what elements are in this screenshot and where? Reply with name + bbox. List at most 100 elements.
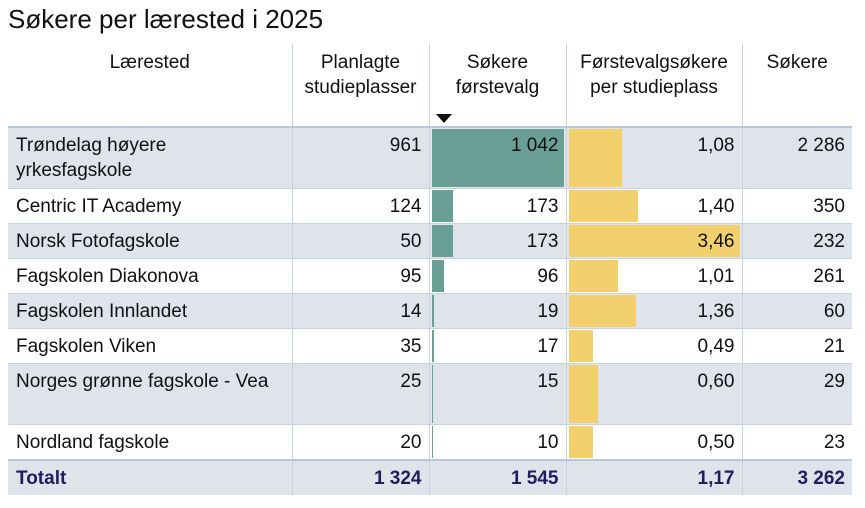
cell-laerested-text: Norges grønne fagskole - Vea bbox=[16, 371, 269, 392]
header-planned[interactable]: Planlagte studieplasser bbox=[291, 44, 429, 127]
cell-ratio-text: 1,08 bbox=[697, 135, 735, 156]
cell-laerested: Norsk Fotofagskole bbox=[8, 223, 292, 259]
header-applicants[interactable]: Søkere bbox=[741, 44, 852, 127]
cell-applicants: 2 286 bbox=[741, 126, 852, 189]
sort-descending-icon[interactable] bbox=[435, 114, 452, 123]
cell-applicants: 350 bbox=[741, 188, 852, 224]
cell-laerested-text: Norsk Fotofagskole bbox=[16, 231, 180, 252]
cell-planned: 35 bbox=[291, 328, 429, 364]
cell-planned-text: 25 bbox=[400, 371, 422, 392]
cell-applicants: 21 bbox=[741, 328, 852, 364]
ratio-data-bar bbox=[568, 365, 599, 423]
cell-applicants-text: 21 bbox=[823, 336, 845, 357]
cell-applicants-text: 261 bbox=[813, 266, 845, 287]
cell-first-choice: 17 bbox=[428, 328, 566, 364]
cell-applicants: 261 bbox=[741, 258, 852, 294]
cell-ratio: 0,60 bbox=[565, 363, 742, 425]
cell-applicants-text: 350 bbox=[813, 196, 845, 217]
total-row: Totalt 1 324 1 545 1,17 3 262 bbox=[8, 459, 852, 495]
cell-ratio-text: 1,40 bbox=[697, 196, 735, 217]
cell-laerested-text: Fagskolen Diakonova bbox=[16, 266, 199, 287]
first-choice-data-bar bbox=[431, 260, 444, 292]
table-row: Centric IT Academy 124 173 1,40 350 bbox=[8, 188, 852, 224]
cell-planned-text: 961 bbox=[389, 135, 422, 156]
first-choice-data-bar bbox=[431, 330, 434, 362]
cell-ratio: 1,08 bbox=[565, 126, 742, 189]
cell-first-choice-text: 1 042 bbox=[510, 135, 559, 156]
cell-ratio-text: 1,01 bbox=[697, 266, 735, 287]
cell-ratio: 1,36 bbox=[565, 293, 742, 329]
cell-applicants: 29 bbox=[741, 363, 852, 425]
cell-planned-text: 20 bbox=[400, 432, 422, 453]
cell-laerested-text: Fagskolen Innlandet bbox=[16, 301, 188, 322]
table-row: Trøndelag høyere yrkesfagskole 961 1 042 1,… bbox=[8, 126, 852, 189]
cell-first-choice-text: 173 bbox=[526, 196, 559, 217]
cell-ratio-text: 0,49 bbox=[697, 336, 735, 357]
first-choice-data-bar bbox=[431, 426, 433, 458]
cell-planned: 124 bbox=[291, 188, 429, 224]
cell-ratio-text: 3,46 bbox=[697, 231, 735, 252]
total-label: Totalt bbox=[8, 459, 292, 495]
cell-applicants: 60 bbox=[741, 293, 852, 329]
cell-first-choice-text: 96 bbox=[537, 266, 559, 287]
cell-planned: 25 bbox=[291, 363, 429, 425]
first-choice-data-bar bbox=[431, 365, 434, 423]
cell-ratio: 1,40 bbox=[565, 188, 742, 224]
ratio-data-bar bbox=[568, 225, 740, 257]
cell-ratio-text: 1,36 bbox=[697, 301, 735, 322]
header-ratio[interactable]: Førstevalgsøkere per studieplass bbox=[565, 44, 742, 127]
ratio-data-bar bbox=[568, 426, 594, 458]
cell-first-choice: 173 bbox=[428, 223, 566, 259]
header-laerested[interactable]: Lærested bbox=[109, 52, 190, 73]
cell-planned-text: 14 bbox=[400, 301, 422, 322]
first-choice-data-bar bbox=[431, 190, 454, 222]
cell-applicants-text: 232 bbox=[813, 231, 845, 252]
table-row: Fagskolen Viken 35 17 0,49 21 bbox=[8, 328, 852, 364]
cell-planned-text: 35 bbox=[400, 336, 422, 357]
first-choice-data-bar bbox=[431, 129, 564, 187]
cell-planned: 961 bbox=[291, 126, 429, 189]
cell-first-choice: 96 bbox=[428, 258, 566, 294]
cell-applicants-text: 60 bbox=[823, 301, 845, 322]
first-choice-data-bar bbox=[431, 225, 454, 257]
cell-applicants-text: 2 286 bbox=[797, 135, 845, 156]
cell-laerested-text: Nordland fagskole bbox=[16, 432, 170, 453]
cell-ratio-text: 0,60 bbox=[697, 371, 735, 392]
cell-laerested: Trøndelag høyere yrkesfagskole bbox=[8, 126, 292, 189]
cell-planned: 95 bbox=[291, 258, 429, 294]
cell-applicants-text: 29 bbox=[823, 371, 845, 392]
cell-laerested: Fagskolen Innlandet bbox=[8, 293, 292, 329]
cell-first-choice: 173 bbox=[428, 188, 566, 224]
ratio-data-bar bbox=[568, 330, 593, 362]
cell-applicants: 232 bbox=[741, 223, 852, 259]
cell-laerested: Fagskolen Viken bbox=[8, 328, 292, 364]
cell-first-choice: 19 bbox=[428, 293, 566, 329]
total-applicants: 3 262 bbox=[741, 459, 852, 495]
ratio-data-bar bbox=[568, 260, 619, 292]
table-row: Fagskolen Diakonova 95 96 1,01 261 bbox=[8, 258, 852, 294]
header-row: Lærested Planlagte studieplasser Søkere … bbox=[8, 44, 852, 127]
cell-first-choice: 15 bbox=[428, 363, 566, 425]
cell-planned-text: 50 bbox=[400, 231, 422, 252]
cell-ratio: 0,50 bbox=[565, 424, 742, 460]
cell-first-choice-text: 15 bbox=[537, 371, 559, 392]
first-choice-data-bar bbox=[431, 295, 434, 327]
cell-planned: 50 bbox=[291, 223, 429, 259]
header-first-choice[interactable]: Søkere førstevalg bbox=[428, 44, 566, 127]
cell-ratio: 3,46 bbox=[565, 223, 742, 259]
cell-first-choice: 10 bbox=[428, 424, 566, 460]
cell-planned: 14 bbox=[291, 293, 429, 329]
total-first-choice: 1 545 bbox=[428, 459, 566, 495]
table-title: Søkere per lærested i 2025 bbox=[8, 4, 324, 34]
cell-laerested: Centric IT Academy bbox=[8, 188, 292, 224]
cell-planned-text: 124 bbox=[389, 196, 422, 217]
ratio-data-bar bbox=[568, 295, 636, 327]
table-row: Norges grønne fagskole - Vea 25 15 0,60 29 bbox=[8, 363, 852, 425]
cell-planned: 20 bbox=[291, 424, 429, 460]
total-planned: 1 324 bbox=[291, 459, 429, 495]
cell-first-choice-text: 173 bbox=[526, 231, 559, 252]
cell-ratio-text: 0,50 bbox=[697, 432, 735, 453]
cell-planned-text: 95 bbox=[400, 266, 422, 287]
total-ratio: 1,17 bbox=[565, 459, 742, 495]
cell-applicants-text: 23 bbox=[823, 432, 845, 453]
